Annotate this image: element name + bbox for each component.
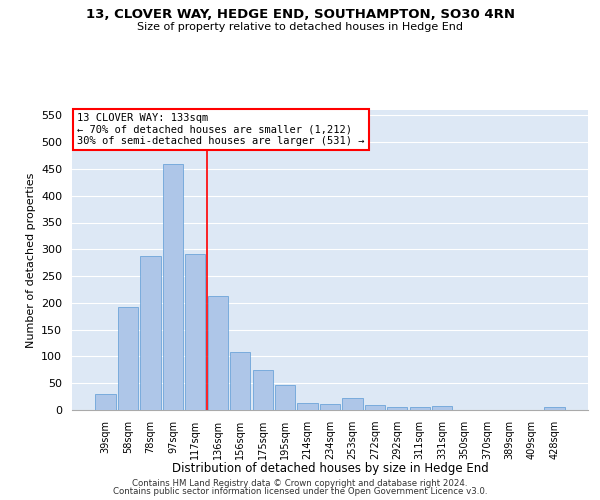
Bar	[95, 394, 116, 410]
Bar	[365, 404, 385, 410]
Bar	[544, 408, 565, 410]
Text: Contains HM Land Registry data © Crown copyright and database right 2024.: Contains HM Land Registry data © Crown c…	[132, 478, 468, 488]
Bar	[230, 352, 250, 410]
Text: Distribution of detached houses by size in Hedge End: Distribution of detached houses by size …	[172, 462, 488, 475]
Bar	[163, 164, 183, 410]
Text: 13 CLOVER WAY: 133sqm
← 70% of detached houses are smaller (1,212)
30% of semi-d: 13 CLOVER WAY: 133sqm ← 70% of detached …	[77, 113, 365, 146]
Text: 13, CLOVER WAY, HEDGE END, SOUTHAMPTON, SO30 4RN: 13, CLOVER WAY, HEDGE END, SOUTHAMPTON, …	[86, 8, 515, 20]
Bar	[118, 307, 138, 410]
Bar	[320, 404, 340, 410]
Bar	[208, 296, 228, 410]
Bar	[432, 406, 452, 410]
Y-axis label: Number of detached properties: Number of detached properties	[26, 172, 35, 348]
Bar	[185, 254, 205, 410]
Bar	[253, 370, 273, 410]
Text: Size of property relative to detached houses in Hedge End: Size of property relative to detached ho…	[137, 22, 463, 32]
Bar	[140, 256, 161, 410]
Text: Contains public sector information licensed under the Open Government Licence v3: Contains public sector information licen…	[113, 487, 487, 496]
Bar	[275, 385, 295, 410]
Bar	[298, 403, 317, 410]
Bar	[343, 398, 362, 410]
Bar	[387, 408, 407, 410]
Bar	[410, 408, 430, 410]
